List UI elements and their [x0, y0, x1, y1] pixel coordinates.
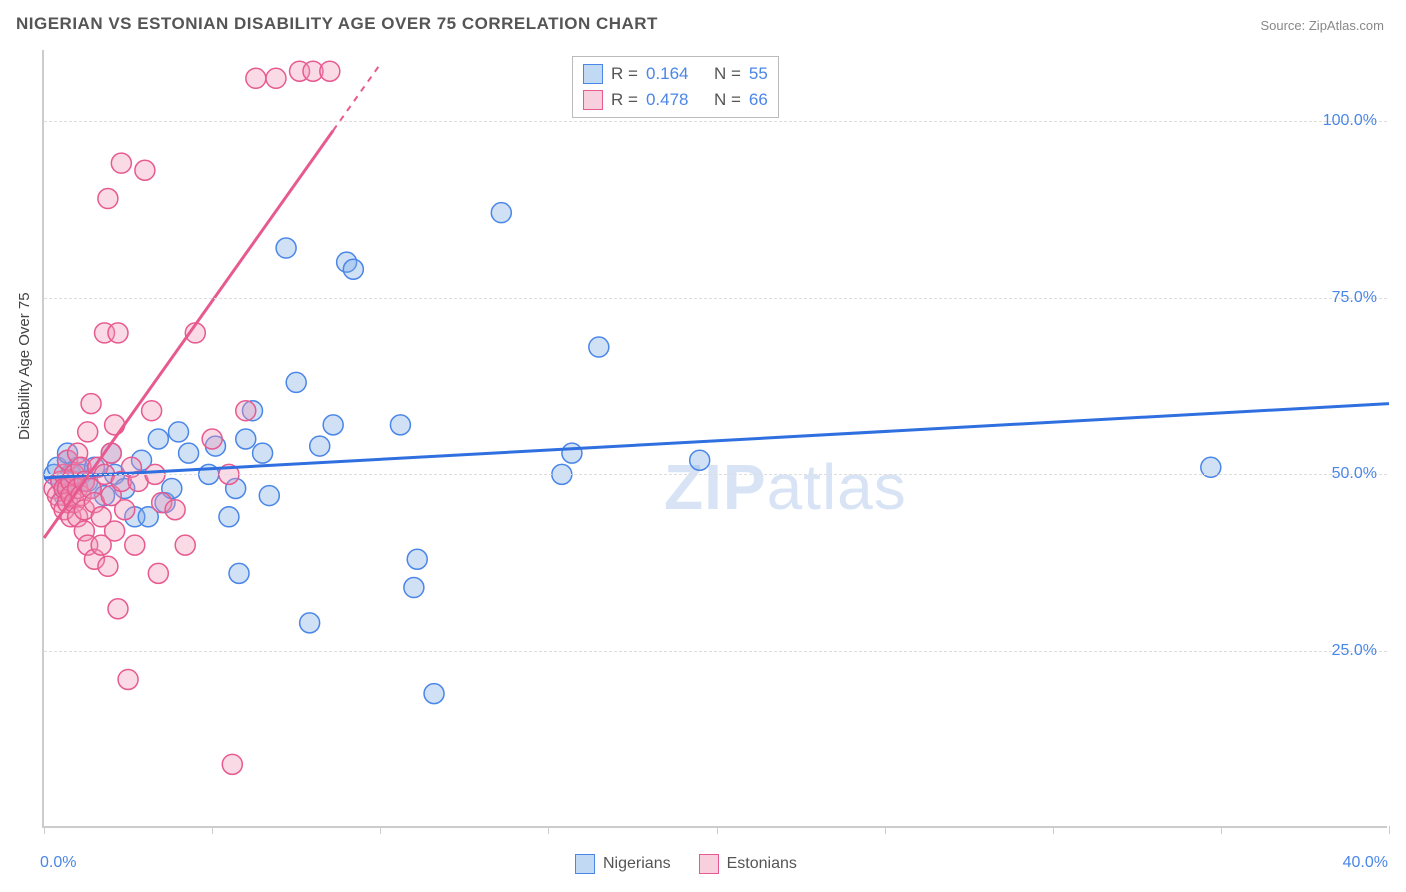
legend-stats-row: R = 0.478 N = 66	[583, 87, 768, 113]
data-point	[175, 535, 195, 555]
data-point	[125, 535, 145, 555]
data-point	[286, 372, 306, 392]
data-point	[111, 153, 131, 173]
source-link[interactable]: ZipAtlas.com	[1309, 18, 1384, 33]
legend-label: Nigerians	[603, 855, 671, 873]
x-tick	[548, 826, 549, 834]
swatch-icon	[699, 854, 719, 874]
data-point	[266, 68, 286, 88]
data-point	[118, 669, 138, 689]
legend-item: Nigerians	[575, 854, 671, 874]
data-point	[491, 203, 511, 223]
legend-n-label: N =	[714, 87, 741, 113]
data-point	[115, 500, 135, 520]
legend-stats: R = 0.164 N = 55 R = 0.478 N = 66	[572, 56, 779, 118]
data-point	[142, 401, 162, 421]
trend-line	[44, 130, 333, 538]
data-point	[78, 422, 98, 442]
data-point	[165, 500, 185, 520]
gridline	[44, 651, 1387, 652]
data-point	[404, 578, 424, 598]
x-tick	[1221, 826, 1222, 834]
data-point	[148, 429, 168, 449]
data-point	[310, 436, 330, 456]
legend-r-label: R =	[611, 87, 638, 113]
legend-n-value: 55	[749, 61, 768, 87]
y-tick-label: 50.0%	[1332, 465, 1377, 483]
x-tick-label: 40.0%	[1343, 854, 1388, 872]
data-point	[108, 599, 128, 619]
gridline	[44, 298, 1387, 299]
data-point	[562, 443, 582, 463]
data-point	[323, 415, 343, 435]
y-axis-label: Disability Age Over 75	[16, 292, 33, 440]
x-tick	[885, 826, 886, 834]
data-point	[169, 422, 189, 442]
y-tick-label: 75.0%	[1332, 289, 1377, 307]
chart-svg	[44, 50, 1387, 826]
y-tick-label: 25.0%	[1332, 642, 1377, 660]
data-point	[407, 549, 427, 569]
data-point	[219, 507, 239, 527]
data-point	[320, 61, 340, 81]
gridline	[44, 121, 1387, 122]
x-tick	[1389, 826, 1390, 834]
legend-n-value: 66	[749, 87, 768, 113]
x-tick-label: 0.0%	[40, 854, 76, 872]
data-point	[148, 563, 168, 583]
data-point	[135, 160, 155, 180]
chart-title: NIGERIAN VS ESTONIAN DISABILITY AGE OVER…	[16, 14, 658, 34]
data-point	[108, 323, 128, 343]
legend-r-value: 0.478	[646, 87, 689, 113]
source-attribution: Source: ZipAtlas.com	[1260, 18, 1384, 33]
data-point	[276, 238, 296, 258]
legend-item: Estonians	[699, 854, 797, 874]
legend-n-label: N =	[714, 61, 741, 87]
x-tick	[44, 826, 45, 834]
data-point	[390, 415, 410, 435]
data-point	[690, 450, 710, 470]
data-point	[202, 429, 222, 449]
data-point	[236, 429, 256, 449]
x-tick	[1053, 826, 1054, 834]
data-point	[253, 443, 273, 463]
source-prefix: Source:	[1260, 18, 1308, 33]
x-tick	[717, 826, 718, 834]
data-point	[246, 68, 266, 88]
data-point	[179, 443, 199, 463]
data-point	[229, 563, 249, 583]
data-point	[105, 415, 125, 435]
legend-series: Nigerians Estonians	[575, 854, 797, 874]
data-point	[236, 401, 256, 421]
plot-area: ZIPatlas 25.0%50.0%75.0%100.0%	[42, 50, 1387, 828]
y-tick-label: 100.0%	[1323, 112, 1377, 130]
legend-r-value: 0.164	[646, 61, 689, 87]
data-point	[81, 394, 101, 414]
legend-stats-row: R = 0.164 N = 55	[583, 61, 768, 87]
data-point	[105, 521, 125, 541]
legend-r-label: R =	[611, 61, 638, 87]
swatch-icon	[583, 90, 603, 110]
legend-label: Estonians	[727, 855, 797, 873]
data-point	[343, 259, 363, 279]
swatch-icon	[575, 854, 595, 874]
data-point	[98, 189, 118, 209]
x-tick	[380, 826, 381, 834]
swatch-icon	[583, 64, 603, 84]
data-point	[300, 613, 320, 633]
data-point	[259, 486, 279, 506]
data-point	[424, 684, 444, 704]
data-point	[222, 754, 242, 774]
data-point	[589, 337, 609, 357]
gridline	[44, 474, 1387, 475]
data-point	[98, 556, 118, 576]
x-tick	[212, 826, 213, 834]
